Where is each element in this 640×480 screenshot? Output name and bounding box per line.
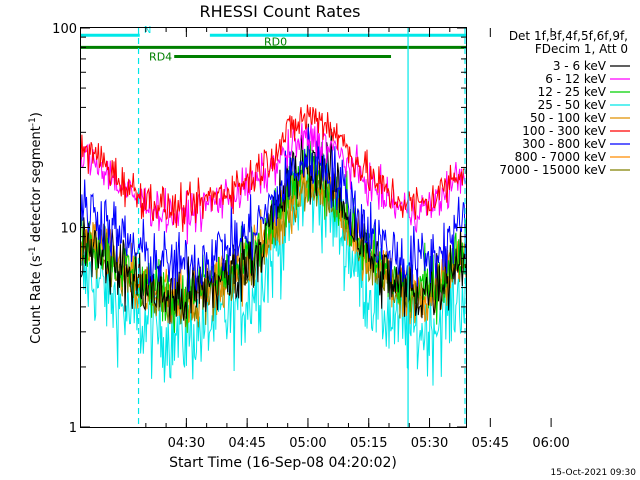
y-tick-label: 100 (52, 22, 77, 37)
x-axis: 04:30 04:45 05:00 05:15 05:30 05:45 06:00 (145, 28, 570, 451)
x-tick-label: 04:30 (168, 436, 205, 451)
legend: Det 1f,3f,4f,5f,6f,9f, FDecim 1, Att 0 3… (499, 29, 630, 177)
x-axis-label: Start Time (16-Sep-08 04:20:02) (169, 455, 397, 471)
legend-label-800-7000-kev: 800 - 7000 keV (515, 150, 607, 164)
flag-label-n: N (144, 25, 151, 36)
series-line-3-6-kev (80, 123, 467, 325)
x-tick-label: 05:15 (350, 436, 387, 451)
legend-label-300-800-kev: 300 - 800 keV (522, 137, 606, 151)
footer-timestamp: 15-Oct-2021 09:30 (551, 468, 637, 478)
y-tick-label: 1 (69, 421, 77, 436)
legend-label-25-50-kev: 25 - 50 keV (538, 98, 607, 112)
flag-label-rd4: RD4 (149, 50, 172, 63)
y-tick-label: 10 (60, 222, 77, 237)
y-axis-label-end: ) (29, 112, 44, 117)
legend-header-line-1: Det 1f,3f,4f,5f,6f,9f, (509, 29, 628, 43)
series-line-300-800-kev (80, 127, 467, 293)
series-line-100-300-kev (80, 104, 467, 233)
vertical-markers (137, 28, 466, 427)
y-axis-label-mid: detector segment (29, 126, 44, 246)
y-axis-label-sup2: -1 (28, 117, 38, 126)
legend-label-50-100-kev: 50 - 100 keV (530, 111, 607, 125)
x-tick-label: 05:30 (411, 436, 448, 451)
flag-bars: N RD0 RD4 (81, 25, 466, 63)
y-axis-label: Count Rate (s-1 detector segment-1) (28, 112, 44, 344)
chart-title: RHESSI Count Rates (200, 2, 361, 21)
legend-label-100-300-kev: 100 - 300 keV (522, 124, 606, 138)
series-line-6-12-kev (80, 121, 467, 245)
series-lines (80, 104, 467, 386)
x-tick-label: 05:00 (289, 436, 326, 451)
y-axis: 1 10 100 (52, 22, 466, 436)
legend-label-7000-15000-kev: 7000 - 15000 keV (499, 163, 606, 177)
x-tick-label: 05:45 (472, 436, 509, 451)
x-tick-label: 06:00 (532, 436, 569, 451)
legend-label-12-25-kev: 12 - 25 keV (538, 85, 607, 99)
y-axis-label-main: Count Rate (s (29, 255, 44, 344)
legend-label-6-12-kev: 6 - 12 keV (545, 72, 607, 86)
x-tick-label: 04:45 (228, 436, 265, 451)
y-axis-label-sup1: -1 (28, 246, 38, 255)
plot-frame (80, 27, 467, 428)
legend-label-3-6-kev: 3 - 6 keV (553, 59, 607, 73)
legend-header-line-2: FDecim 1, Att 0 (535, 42, 628, 56)
flag-label-rd0: RD0 (264, 35, 287, 48)
